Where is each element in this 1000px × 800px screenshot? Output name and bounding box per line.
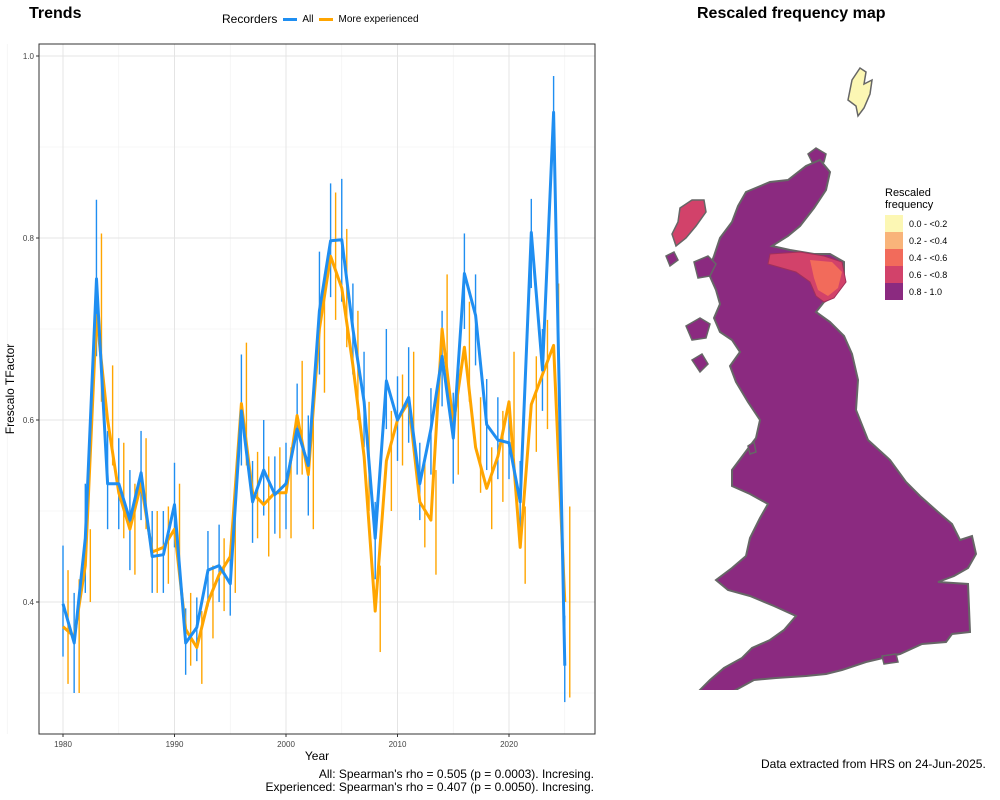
y-axis-label: Frescalo TFactor (3, 344, 17, 434)
map-title: Rescaled frequency map (697, 5, 886, 22)
x-tick-label: 2010 (389, 740, 407, 749)
trend-chart: 0.4 0.6 0.8 1.0 1980 1990 2000 2010 2020 Year Fr… (3, 43, 596, 763)
map-legend-title: Rescaled frequency (885, 187, 947, 211)
x-tick-label: 1990 (166, 740, 184, 749)
map-legend-item: 0.6 - <0.8 (885, 266, 947, 283)
legend-swatch-experienced (319, 17, 334, 21)
map-legend: Rescaled frequency 0.0 - <0.2 0.2 - <0.4… (885, 187, 947, 300)
map-legend-swatch (885, 232, 903, 249)
plot-panel-border (38, 43, 596, 735)
skye-island (693, 255, 717, 279)
chart-legend: Recorders All More experienced (222, 12, 419, 26)
legend-swatch-all (283, 17, 298, 21)
map-legend-item: 0.0 - <0.2 (885, 215, 947, 232)
isle-of-wight (881, 653, 899, 665)
map-legend-item: 0.8 - 1.0 (885, 283, 947, 300)
x-tick-label: 1980 (54, 740, 72, 749)
islay-island (690, 352, 709, 374)
x-tick-label: 2020 (500, 740, 518, 749)
mull-island (685, 317, 711, 341)
map-legend-swatch (885, 215, 903, 232)
line-layer (61, 110, 567, 666)
data-source-caption: Data extracted from HRS on 24-Jun-2025. (761, 757, 986, 771)
x-tick-label: 2000 (277, 740, 295, 749)
map-legend-swatch (885, 249, 903, 266)
y-tick-label: 0.6 (23, 416, 35, 425)
isle-of-man (747, 440, 757, 455)
map-legend-title-line2: frequency (885, 199, 934, 211)
series-line-all (61, 110, 567, 666)
map-legend-label: 0.6 - <0.8 (909, 269, 948, 280)
map-legend-item: 0.2 - <0.4 (885, 232, 947, 249)
statistics-text: All: Spearman's rho = 0.505 (p = 0.0003)… (266, 768, 595, 794)
errorbar-layer (62, 76, 571, 703)
frequency-map (665, 66, 978, 690)
y-tick-label: 1.0 (23, 52, 35, 61)
y-tick-label: 0.8 (23, 234, 35, 243)
legend-label-experienced: More experienced (338, 13, 419, 25)
northeast-scotland-core (810, 260, 842, 296)
hebrides-small-island (665, 250, 679, 268)
outer-hebrides (671, 199, 707, 248)
map-legend-label: 0.8 - 1.0 (909, 286, 943, 297)
axis-layer: 0.4 0.6 0.8 1.0 1980 1990 2000 2010 2020 (23, 52, 519, 749)
x-axis-label: Year (305, 749, 329, 763)
legend-item-all: All (283, 14, 313, 25)
y-tick-label: 0.4 (23, 598, 35, 607)
shetland-island (847, 66, 873, 118)
map-legend-swatch (885, 266, 903, 283)
stats-line-all: All: Spearman's rho = 0.505 (p = 0.0003)… (318, 767, 594, 781)
map-legend-swatch (885, 283, 903, 300)
legend-title: Recorders (222, 12, 278, 26)
grid-layer (6, 44, 595, 734)
map-legend-item: 0.4 - <0.6 (885, 249, 947, 266)
map-legend-label: 0.2 - <0.4 (909, 235, 948, 246)
map-legend-title-line1: Rescaled (885, 187, 931, 199)
map-legend-label: 0.0 - <0.2 (909, 218, 948, 229)
chart-title: Trends (29, 5, 82, 22)
map-legend-label: 0.4 - <0.6 (909, 252, 948, 263)
legend-item-experienced: More experienced (319, 13, 419, 25)
legend-label-all: All (302, 13, 314, 25)
stats-line-experienced: Experienced: Spearman's rho = 0.407 (p =… (265, 780, 595, 794)
